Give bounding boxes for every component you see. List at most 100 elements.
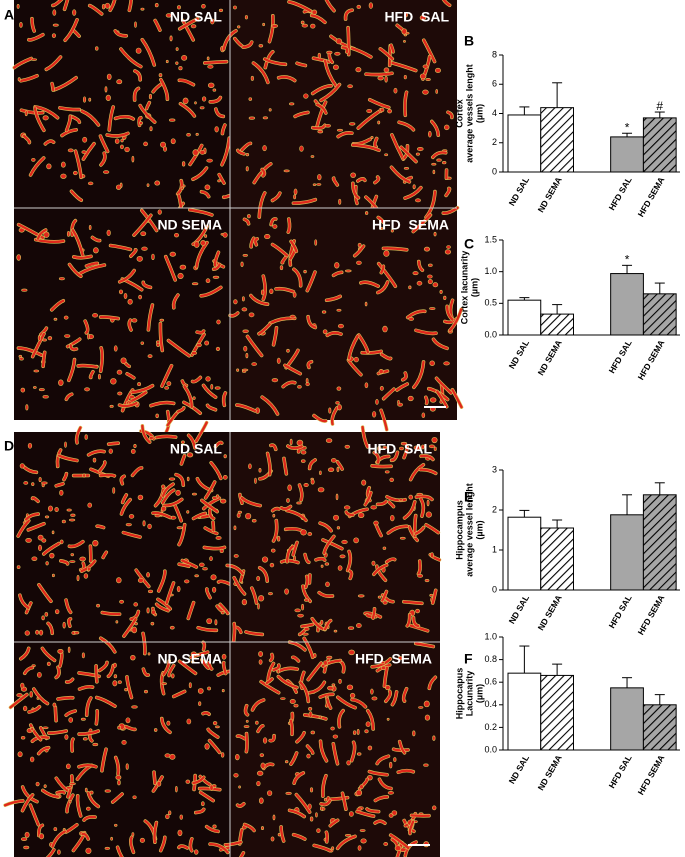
image-label: ND SEMA	[157, 217, 222, 233]
vessel-dot	[16, 254, 22, 261]
vessel-dot	[177, 272, 184, 279]
vessel-dot	[310, 155, 315, 158]
vessel-dot	[57, 648, 64, 654]
vessel	[76, 794, 82, 818]
vessel-dot	[170, 673, 175, 679]
vessel	[442, 0, 451, 7]
vessel-dot	[333, 514, 339, 521]
vessel	[68, 263, 83, 278]
x-tick-label: ND SEMA	[536, 338, 564, 377]
vessel-dot	[338, 198, 342, 205]
vessel-dot	[207, 82, 215, 88]
vessel	[304, 575, 309, 589]
vessel	[387, 525, 409, 535]
vessel-dot	[108, 448, 113, 454]
vessel-dot	[333, 629, 338, 633]
vessel	[192, 776, 205, 785]
vessel	[99, 346, 104, 373]
vessel-dot	[52, 702, 57, 708]
vessel	[321, 538, 344, 550]
vessel-dot	[114, 823, 118, 827]
vessel-dot	[370, 688, 374, 695]
vessel	[301, 584, 312, 603]
vessel	[181, 19, 195, 42]
vessel-dot	[44, 612, 49, 617]
vessel	[109, 244, 132, 251]
vessel-dot	[66, 230, 71, 237]
vessel-dot	[393, 757, 397, 762]
vessel-dot	[432, 169, 436, 175]
vessel-dot	[198, 701, 202, 706]
vessel-dot	[140, 7, 145, 11]
vessel-dot	[324, 123, 331, 128]
y-axis-label: average vessels lenght	[464, 64, 474, 163]
vessel	[221, 123, 227, 135]
vessel-dot	[300, 450, 307, 455]
vessel	[142, 667, 150, 677]
vessel	[351, 182, 360, 200]
vessel-dot	[330, 726, 335, 731]
vessel-dot	[181, 161, 186, 167]
vessel	[303, 553, 310, 564]
bar	[507, 672, 542, 751]
vessel-dot	[359, 784, 364, 790]
vessel-dot	[243, 345, 248, 352]
vessel-dot	[299, 145, 304, 152]
vessel-dot	[44, 515, 50, 519]
vessel-dot	[312, 183, 317, 186]
vessel	[160, 364, 173, 388]
vessel-dot	[35, 781, 40, 787]
vessel-dot	[430, 552, 434, 559]
bar	[540, 107, 574, 173]
vessel	[379, 409, 388, 431]
vessel	[68, 540, 85, 548]
vessel	[280, 255, 288, 264]
vessel	[142, 281, 152, 289]
vessel-dot	[272, 513, 276, 518]
vessel-dot	[170, 138, 176, 145]
vessel	[30, 17, 36, 33]
vessel-dot	[42, 115, 49, 121]
vessel	[286, 444, 303, 450]
vessel	[409, 624, 429, 632]
vessel	[78, 685, 94, 691]
vessel-dot	[364, 382, 369, 389]
vessel	[306, 270, 317, 292]
vessel-dot	[184, 579, 190, 584]
annotation: *	[625, 120, 630, 134]
vessel-dot	[137, 494, 144, 501]
vessel-dot	[356, 752, 362, 756]
vessel-dot	[19, 22, 23, 28]
vessel-dot	[233, 299, 238, 305]
vessel-dot	[377, 75, 384, 81]
vessel-dot	[422, 89, 429, 95]
vessel-dot	[191, 351, 197, 356]
vessel	[18, 594, 30, 610]
vessel-dot	[257, 603, 260, 610]
vessel-dot	[289, 314, 296, 319]
vessel	[375, 754, 390, 765]
vessel-dot	[212, 721, 218, 726]
vessel-dot	[416, 492, 423, 496]
vessel-dot	[194, 101, 197, 105]
vessel-dot	[204, 184, 211, 191]
vessel	[176, 406, 185, 413]
vessel	[383, 666, 389, 688]
vessel-dot	[391, 810, 398, 816]
vessel	[202, 497, 221, 510]
vessel	[260, 168, 266, 178]
vessel-dot	[84, 434, 88, 440]
vessel-dot	[399, 446, 404, 451]
vessel-dot	[59, 489, 64, 496]
vessel-dot	[245, 512, 252, 520]
vessel	[370, 464, 393, 468]
vessel-dot	[104, 2, 111, 9]
vessel-dot	[242, 329, 249, 334]
vessel-dot	[135, 47, 142, 54]
vessel	[167, 664, 175, 677]
vessel	[373, 819, 387, 825]
vessel-dot	[134, 21, 137, 28]
vessel-dot	[76, 574, 80, 582]
vessel-dot	[303, 598, 309, 602]
vessel-dot	[286, 498, 290, 503]
